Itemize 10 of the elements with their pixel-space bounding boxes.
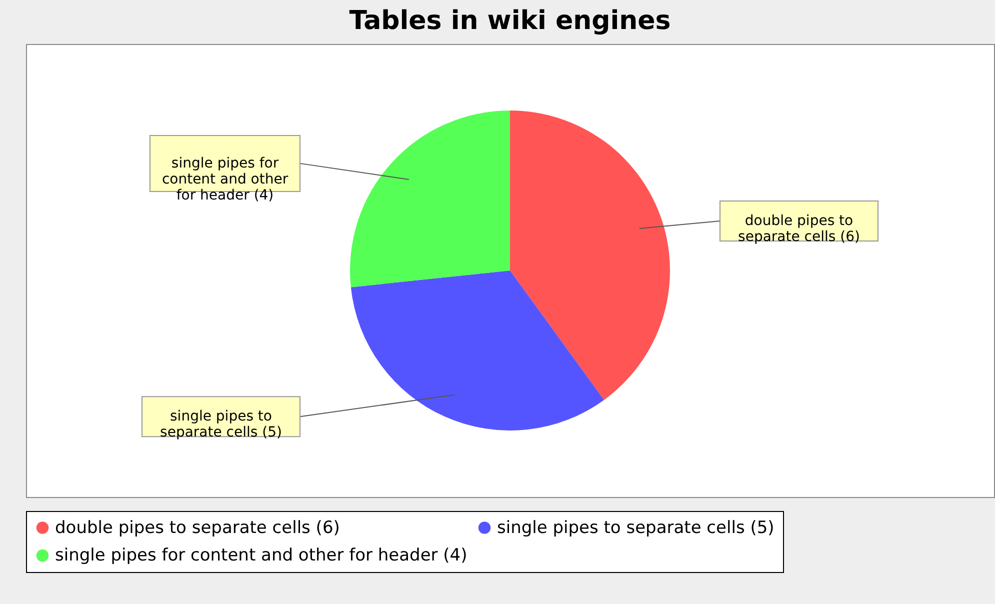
legend-label: double pipes to separate cells (6) (55, 518, 340, 538)
slice-label: single pipes for content and other for header (4) (162, 155, 288, 204)
slice-label: single pipes to separate cells (5) (160, 408, 282, 441)
pie-slice (350, 270, 604, 430)
slice-label: double pipes to separate cells (6) (738, 213, 860, 246)
pie-slice (510, 110, 670, 400)
legend-label: single pipes to separate cells (5) (497, 518, 774, 538)
chart-title: Tables in wiki engines (349, 6, 671, 36)
legend-label: single pipes for content and other for header (4) (55, 546, 468, 566)
pie-slice (350, 110, 510, 288)
